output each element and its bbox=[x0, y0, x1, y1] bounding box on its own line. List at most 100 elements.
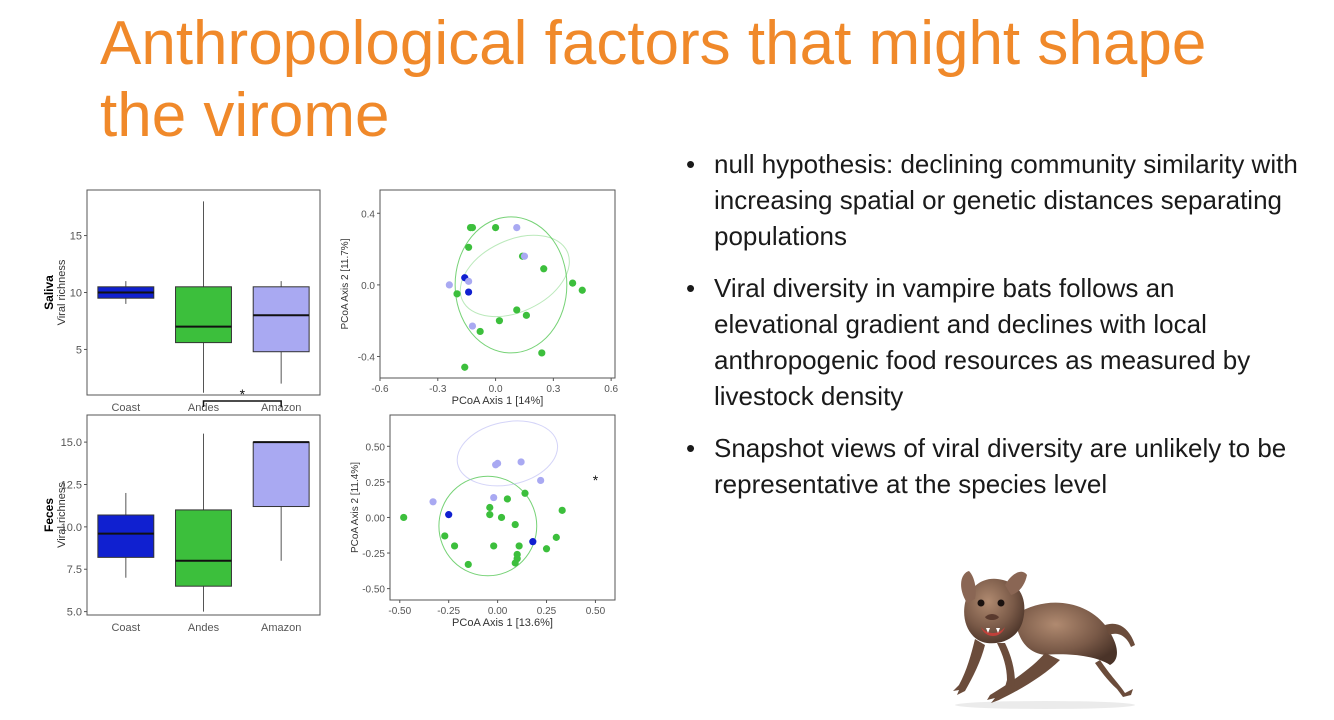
plot-frame bbox=[389, 414, 616, 601]
data-point bbox=[537, 476, 545, 485]
x-tick-label: 0.25 bbox=[537, 606, 557, 617]
x-tick-label: -0.6 bbox=[371, 384, 389, 395]
data-point bbox=[542, 545, 551, 553]
y-tick-label: 0.00 bbox=[366, 513, 386, 524]
x-tick-label: -0.50 bbox=[388, 606, 411, 617]
y-axis-label: Viral richness bbox=[56, 259, 68, 325]
data-point bbox=[569, 279, 577, 287]
bullet-list: null hypothesis: declining community sim… bbox=[684, 146, 1304, 518]
data-point bbox=[465, 288, 473, 296]
data-point bbox=[511, 559, 519, 567]
data-point bbox=[521, 489, 529, 497]
y-axis-label: PCoA Axis 2 [11.4%] bbox=[350, 462, 361, 553]
y-tick-label: 0.50 bbox=[366, 442, 386, 453]
data-point bbox=[513, 306, 521, 314]
y-tick-label: 0.0 bbox=[361, 281, 375, 292]
significance-marker: * bbox=[593, 472, 599, 488]
y-tick-label: 0.25 bbox=[366, 478, 386, 489]
box bbox=[175, 286, 232, 344]
data-point bbox=[495, 317, 504, 325]
y-axis-label: PCoA Axis 2 [11.7%] bbox=[340, 238, 351, 329]
data-point bbox=[520, 252, 529, 260]
plot-frame bbox=[379, 189, 616, 379]
y-tick-label: 5 bbox=[76, 344, 82, 356]
y-tick-label: 15.0 bbox=[61, 437, 82, 449]
confidence-ellipse bbox=[456, 420, 559, 487]
x-tick-label: 0.00 bbox=[488, 606, 508, 617]
data-point bbox=[503, 495, 511, 503]
data-point bbox=[468, 322, 477, 330]
y-tick-label: 10.0 bbox=[61, 522, 82, 534]
data-point bbox=[552, 533, 560, 541]
x-tick-label: Coast bbox=[111, 622, 140, 634]
x-tick-label: Andes bbox=[188, 402, 220, 414]
y-tick-label: 0.4 bbox=[361, 209, 375, 220]
significance-marker: * bbox=[240, 386, 246, 402]
data-point bbox=[522, 311, 530, 319]
data-point bbox=[517, 458, 525, 466]
x-tick-label: 0.50 bbox=[586, 606, 606, 617]
data-point bbox=[468, 224, 477, 232]
y-tick-label: -0.4 bbox=[358, 353, 376, 364]
y-tick-label: 15 bbox=[70, 231, 82, 243]
data-point bbox=[511, 520, 519, 529]
data-point bbox=[558, 506, 566, 514]
confidence-ellipse bbox=[454, 216, 568, 354]
data-point bbox=[529, 538, 537, 546]
box bbox=[97, 514, 155, 558]
box bbox=[175, 509, 232, 587]
data-point bbox=[476, 327, 484, 336]
x-tick-label: Coast bbox=[111, 402, 140, 414]
data-point bbox=[461, 363, 469, 371]
title-line-2: the virome bbox=[100, 81, 390, 150]
y-tick-label: 12.5 bbox=[61, 479, 82, 491]
row-label: Feces bbox=[42, 498, 56, 532]
bullet-item: Viral diversity in vampire bats follows … bbox=[684, 270, 1304, 414]
y-tick-label: 10 bbox=[70, 288, 82, 300]
confidence-ellipse bbox=[438, 475, 538, 577]
data-point bbox=[486, 511, 494, 519]
y-axis-label: Viral richness bbox=[56, 482, 68, 548]
data-point bbox=[450, 542, 459, 550]
data-point bbox=[465, 243, 473, 251]
data-point bbox=[497, 513, 506, 522]
box bbox=[252, 441, 310, 508]
significance-bracket bbox=[202, 400, 282, 407]
data-point bbox=[445, 511, 453, 519]
data-point bbox=[490, 493, 498, 502]
data-point bbox=[515, 542, 523, 550]
slide-title: Anthropological factors that might shape… bbox=[100, 8, 1300, 152]
data-point bbox=[513, 224, 521, 232]
y-tick-label: -0.50 bbox=[362, 585, 385, 596]
data-point bbox=[453, 290, 461, 298]
x-tick-label: -0.3 bbox=[429, 384, 447, 395]
y-tick-label: 7.5 bbox=[67, 564, 82, 576]
x-tick-label: Amazon bbox=[261, 402, 301, 414]
data-point bbox=[490, 542, 498, 550]
x-tick-label: Amazon bbox=[261, 622, 301, 634]
data-point bbox=[464, 560, 472, 569]
data-point bbox=[465, 277, 473, 285]
data-point bbox=[445, 281, 453, 289]
x-tick-label: Andes bbox=[188, 622, 220, 634]
bullet-item: Snapshot views of viral diversity are un… bbox=[684, 430, 1304, 502]
plot-frame bbox=[86, 414, 321, 616]
data-point bbox=[540, 265, 548, 273]
title-line-1: Anthropological factors that might shape bbox=[100, 9, 1207, 78]
data-point bbox=[491, 224, 500, 232]
vampire-bat-illustration bbox=[953, 571, 1135, 709]
x-tick-label: 0.6 bbox=[604, 384, 618, 395]
row-label: Saliva bbox=[42, 275, 56, 310]
bullet-item: null hypothesis: declining community sim… bbox=[684, 146, 1304, 254]
data-point bbox=[429, 498, 437, 506]
y-tick-label: 5.0 bbox=[67, 607, 82, 619]
data-point bbox=[578, 286, 586, 294]
data-point bbox=[441, 532, 449, 540]
data-point bbox=[486, 503, 494, 512]
box bbox=[252, 286, 310, 353]
x-tick-label: 0.3 bbox=[546, 384, 560, 395]
data-point bbox=[400, 513, 408, 522]
x-tick-label: -0.25 bbox=[437, 606, 460, 617]
data-point bbox=[538, 349, 546, 357]
